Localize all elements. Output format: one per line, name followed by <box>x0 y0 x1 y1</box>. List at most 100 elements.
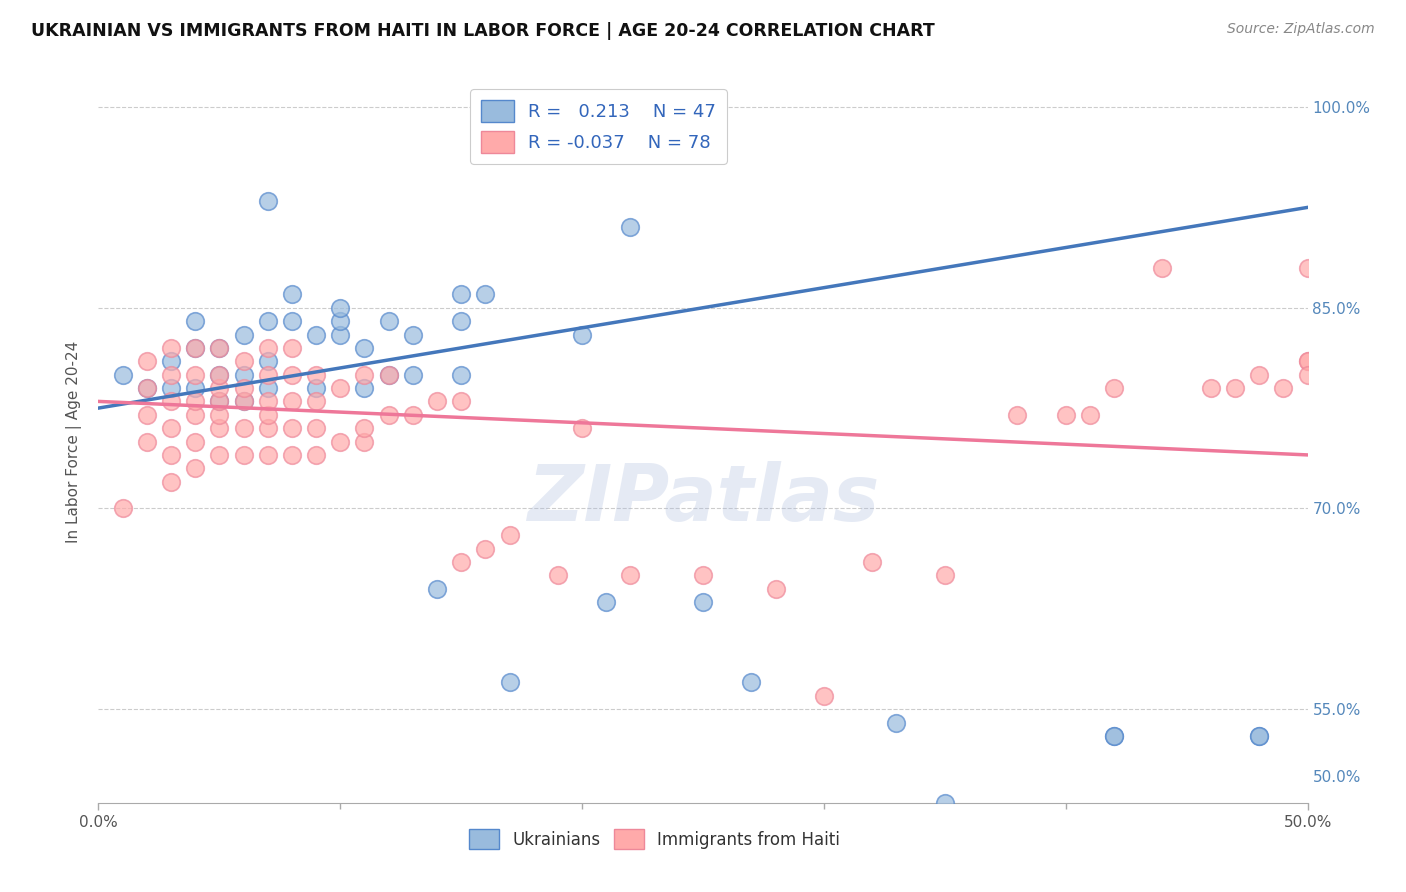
Point <box>305 421 328 435</box>
Point <box>135 434 157 449</box>
Point <box>232 448 254 462</box>
Point <box>329 434 352 449</box>
Y-axis label: In Labor Force | Age 20-24: In Labor Force | Age 20-24 <box>66 341 83 542</box>
Point <box>208 394 231 409</box>
Point <box>619 220 641 235</box>
Text: Source: ZipAtlas.com: Source: ZipAtlas.com <box>1227 22 1375 37</box>
Point <box>547 568 569 582</box>
Point <box>256 421 278 435</box>
Point <box>571 421 593 435</box>
Point <box>160 394 183 409</box>
Point <box>377 368 399 382</box>
Point <box>135 381 157 395</box>
Point <box>208 341 231 355</box>
Point <box>692 595 714 609</box>
Point <box>208 368 231 382</box>
Point <box>208 368 231 382</box>
Point <box>450 368 472 382</box>
Point <box>232 394 254 409</box>
Point <box>208 408 231 422</box>
Point <box>184 408 207 422</box>
Point <box>281 368 304 382</box>
Point <box>426 394 449 409</box>
Point <box>1249 368 1271 382</box>
Point <box>353 434 375 449</box>
Point <box>232 381 254 395</box>
Point <box>256 368 278 382</box>
Point <box>402 408 425 422</box>
Point <box>160 381 183 395</box>
Point <box>184 461 207 475</box>
Point <box>281 394 304 409</box>
Point <box>474 287 496 301</box>
Point <box>619 568 641 582</box>
Point <box>1152 260 1174 275</box>
Point <box>886 715 908 730</box>
Point <box>281 421 304 435</box>
Point <box>160 475 183 489</box>
Point <box>1102 381 1125 395</box>
Point <box>353 421 375 435</box>
Text: UKRAINIAN VS IMMIGRANTS FROM HAITI IN LABOR FORCE | AGE 20-24 CORRELATION CHART: UKRAINIAN VS IMMIGRANTS FROM HAITI IN LA… <box>31 22 935 40</box>
Point <box>208 341 231 355</box>
Point <box>329 381 352 395</box>
Point <box>595 595 617 609</box>
Point <box>329 314 352 328</box>
Point <box>160 421 183 435</box>
Point <box>256 354 278 368</box>
Point <box>232 394 254 409</box>
Point <box>256 314 278 328</box>
Point <box>305 381 328 395</box>
Point <box>232 421 254 435</box>
Point <box>281 287 304 301</box>
Point <box>377 314 399 328</box>
Point <box>135 381 157 395</box>
Point <box>256 341 278 355</box>
Point <box>184 341 207 355</box>
Point <box>305 368 328 382</box>
Point <box>402 368 425 382</box>
Point <box>377 408 399 422</box>
Point <box>450 394 472 409</box>
Point <box>135 408 157 422</box>
Point <box>353 368 375 382</box>
Point <box>184 368 207 382</box>
Point <box>692 568 714 582</box>
Point <box>498 528 520 542</box>
Point <box>353 341 375 355</box>
Point <box>377 368 399 382</box>
Point <box>329 301 352 315</box>
Point <box>232 327 254 342</box>
Point <box>1223 381 1246 395</box>
Point <box>450 314 472 328</box>
Point <box>813 689 835 703</box>
Point <box>111 501 134 516</box>
Point <box>1249 729 1271 743</box>
Point <box>160 368 183 382</box>
Point <box>184 434 207 449</box>
Point <box>281 314 304 328</box>
Point <box>184 341 207 355</box>
Point <box>765 582 787 596</box>
Text: ZIPatlas: ZIPatlas <box>527 461 879 537</box>
Point <box>1296 354 1319 368</box>
Point <box>305 448 328 462</box>
Point <box>450 287 472 301</box>
Point <box>281 448 304 462</box>
Point <box>208 394 231 409</box>
Point <box>1054 408 1077 422</box>
Point <box>160 354 183 368</box>
Point <box>1296 354 1319 368</box>
Legend: Ukrainians, Immigrants from Haiti: Ukrainians, Immigrants from Haiti <box>463 822 846 856</box>
Point <box>426 582 449 596</box>
Point <box>208 448 231 462</box>
Point <box>256 394 278 409</box>
Point <box>305 394 328 409</box>
Point <box>208 381 231 395</box>
Point <box>184 394 207 409</box>
Point <box>474 541 496 556</box>
Point <box>353 381 375 395</box>
Point <box>256 194 278 208</box>
Point <box>256 381 278 395</box>
Point <box>1078 408 1101 422</box>
